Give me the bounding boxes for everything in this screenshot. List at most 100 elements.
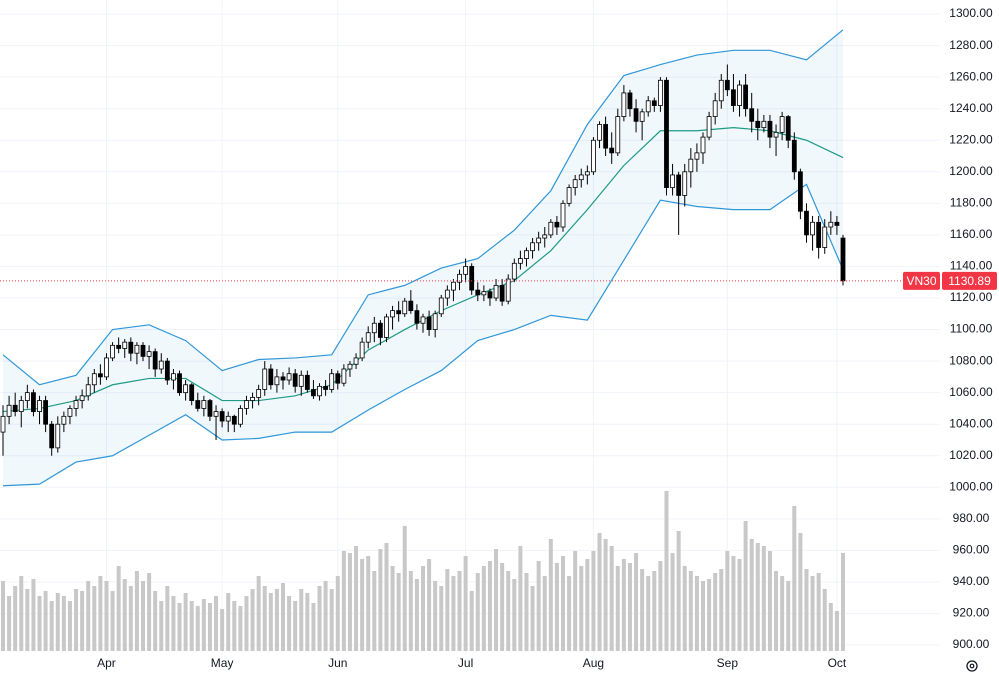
volume-bar xyxy=(25,589,30,651)
settings-gear[interactable] xyxy=(966,660,978,672)
volume-bar xyxy=(329,589,334,651)
candle-body xyxy=(743,84,749,110)
candle-body xyxy=(207,400,213,417)
volume-bar xyxy=(366,556,371,651)
candle-body xyxy=(560,202,566,228)
candle-body xyxy=(627,92,633,110)
candle-body xyxy=(773,131,779,138)
volume-bar xyxy=(293,601,298,651)
volume-bar xyxy=(274,589,279,651)
candle-body xyxy=(657,79,663,106)
candle-body xyxy=(317,385,322,397)
candle-body xyxy=(347,363,353,370)
volume-bar xyxy=(244,596,249,651)
candle-body xyxy=(250,396,255,401)
volume-bar xyxy=(323,581,328,651)
candle-body xyxy=(457,273,462,283)
candle-body xyxy=(91,373,97,386)
candle-body xyxy=(292,373,298,387)
candle-body xyxy=(700,136,706,154)
settings-icon[interactable] xyxy=(966,660,978,672)
candle-body xyxy=(85,384,91,397)
candle-body xyxy=(505,278,511,302)
volume-bar xyxy=(500,563,505,651)
candle-body xyxy=(37,400,42,412)
volume-bar xyxy=(427,559,432,651)
candle-body xyxy=(676,174,682,196)
volume-bar xyxy=(615,566,620,651)
candle-body xyxy=(152,351,158,370)
last-price-bg xyxy=(942,271,997,290)
candle-body xyxy=(134,344,140,354)
candle-body xyxy=(755,120,761,129)
volume-bar xyxy=(439,586,444,651)
candle-body xyxy=(499,284,505,302)
candle-body xyxy=(737,84,742,106)
volume-bar xyxy=(542,576,547,651)
volume-bar xyxy=(80,591,85,651)
volume-bar xyxy=(737,559,742,651)
volume-bar xyxy=(792,506,797,651)
volume-bar xyxy=(719,569,724,651)
candle-body xyxy=(810,221,815,236)
volume-bar xyxy=(810,576,815,651)
volume-bar xyxy=(384,543,389,651)
volume-bar xyxy=(104,581,109,651)
volume-bar xyxy=(701,581,705,651)
symbol-label-bg xyxy=(903,271,940,290)
candle-body xyxy=(195,400,201,409)
volume-bar xyxy=(798,533,803,651)
y-tick-label: 1280.00 xyxy=(949,38,993,52)
volume-bar xyxy=(281,583,285,651)
volume-bar xyxy=(597,533,602,651)
y-tick-label: 1160.00 xyxy=(950,227,993,241)
volume-bar xyxy=(98,576,103,651)
settings-gear-hub[interactable] xyxy=(969,663,975,669)
candle-body xyxy=(262,368,268,390)
candle-body xyxy=(49,423,55,449)
volume-bar xyxy=(713,573,718,651)
volume-bar xyxy=(177,603,182,651)
y-tick-label: 1200.00 xyxy=(949,164,993,178)
candle-body xyxy=(420,316,426,324)
candle-body xyxy=(426,316,432,330)
candle-body xyxy=(390,310,395,318)
volume-bar xyxy=(55,593,60,651)
candle-body xyxy=(31,392,36,412)
volume-bar xyxy=(828,603,833,651)
y-tick-label: 960.00 xyxy=(953,543,990,557)
candle-body xyxy=(55,423,61,449)
volume-bar xyxy=(694,576,699,651)
volume-bar xyxy=(74,589,79,651)
candle-body xyxy=(670,174,675,188)
y-tick-label: 1000.00 xyxy=(949,479,993,493)
candle-body xyxy=(493,284,499,299)
volume-bar xyxy=(767,551,772,651)
volume-bar xyxy=(664,491,669,651)
candle-body xyxy=(822,226,828,248)
x-tick-label: Aug xyxy=(583,656,604,670)
candle-body xyxy=(797,171,803,212)
candle-body xyxy=(432,313,438,330)
volume-bar xyxy=(341,551,346,651)
volume-bar xyxy=(433,581,438,651)
volume-bar xyxy=(603,539,608,651)
y-tick-label: 1020.00 xyxy=(949,448,993,462)
volume-bar xyxy=(585,559,590,651)
candle-body xyxy=(688,158,694,173)
candle-body xyxy=(463,266,469,275)
volume-bar xyxy=(396,573,401,651)
candle-body xyxy=(231,415,237,425)
candle-body xyxy=(171,373,176,381)
plot xyxy=(0,29,903,651)
volume-bar xyxy=(37,596,42,651)
volume-bar xyxy=(13,586,18,651)
candle-body xyxy=(244,400,249,409)
volume-bar xyxy=(250,589,255,651)
volume-bar xyxy=(743,521,748,651)
volume-bar xyxy=(725,551,730,651)
candle-body xyxy=(335,373,341,384)
y-tick-label: 1140.00 xyxy=(950,259,993,273)
volume-bar xyxy=(481,566,486,651)
